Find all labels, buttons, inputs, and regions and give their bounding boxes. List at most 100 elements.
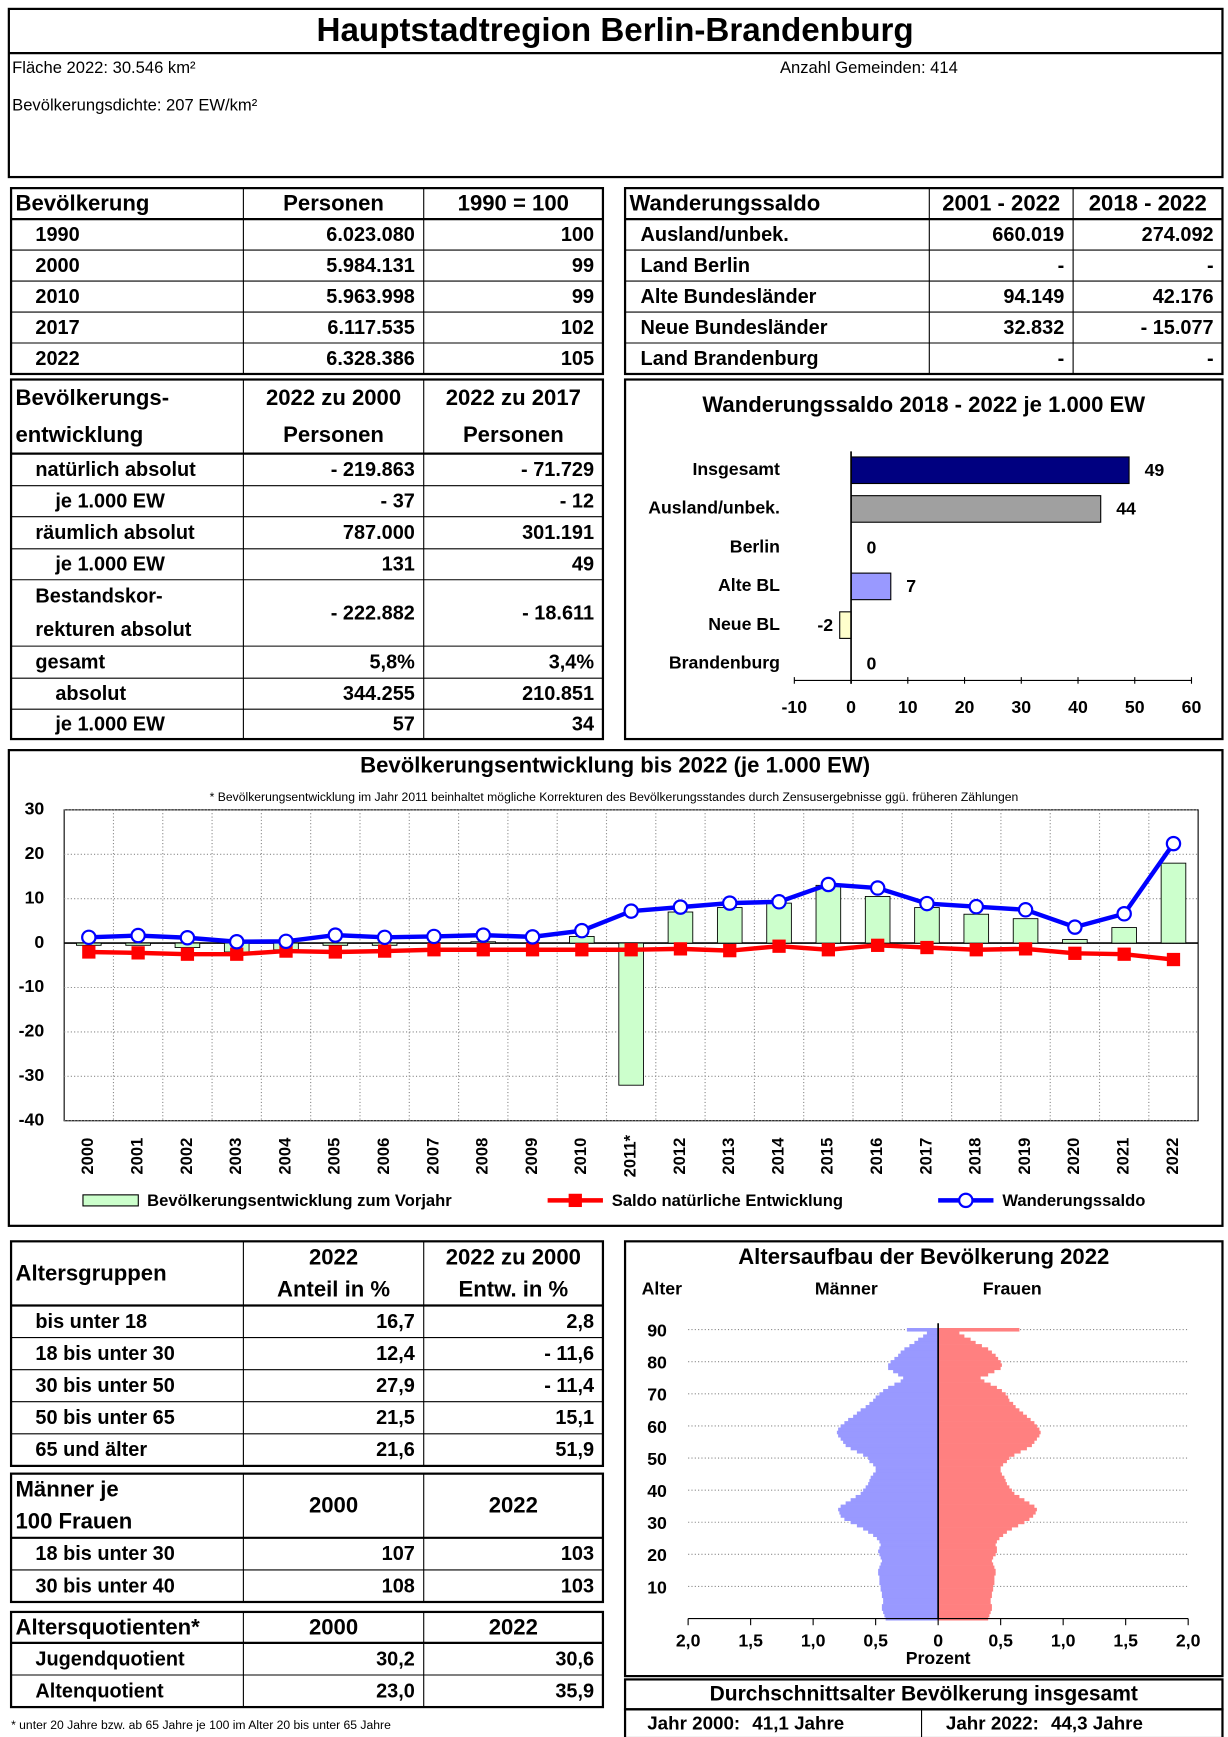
table-row-label: 65 und älter [35,1439,147,1461]
bar [1012,918,1039,944]
table-row-label: Land Brandenburg [641,348,819,370]
table-header-cell: 2022 [489,1614,538,1639]
bar [840,1514,939,1518]
bar [879,1565,939,1570]
bar [880,1562,939,1566]
bar [865,1485,939,1489]
bar [938,1382,991,1387]
table-box [9,378,605,741]
bar [865,1405,939,1409]
bar [878,1549,939,1554]
table-cell: 16,7 [376,1311,415,1333]
bar [938,1376,981,1380]
table-cell: 107 [382,1543,415,1565]
bar [938,1350,992,1355]
marker [81,929,97,946]
bar [938,1369,995,1374]
table-header-cell: 1990 = 100 [458,191,569,216]
bar [883,1597,939,1602]
marker [821,943,835,957]
table-cell: 5.984.131 [326,255,415,277]
bar [906,1328,939,1332]
table-row-label: 2000 [35,255,79,277]
legend-marker [568,1193,582,1208]
x-tick-label: 50 [1125,697,1145,717]
bar [938,1337,971,1342]
bar [869,1401,939,1406]
table-header-cell: 2022 [309,1244,358,1269]
table-cell: 57 [393,713,415,735]
table-cell: 274.092 [1142,224,1214,246]
table-row-label: gesamt [35,652,105,674]
table-header-cell: Männer je [15,1477,118,1502]
table-row-label: Neue Bundesländer [641,317,828,339]
table-cell: 94.149 [1003,286,1064,308]
bar [938,1340,976,1345]
mean-age-cell: 44,3 Jahre [1051,1713,1143,1734]
bar [938,1450,1021,1454]
y-tick-label: -20 [19,1021,45,1041]
y-tick-label: 30 [25,799,45,819]
x-tick-label: 1,5 [738,1630,763,1650]
table-row-label: 18 bis unter 30 [35,1543,174,1565]
marker [180,947,195,961]
chart-box [623,1240,1224,1678]
table-cell: - [1058,348,1065,370]
table-header-cell: Altersgruppen [15,1260,166,1285]
bar [868,1530,939,1534]
table-row-label: rekturen absolut [35,619,191,641]
municipalities: Anzahl Gemeinden: 414 [780,58,958,77]
bar [938,1565,995,1570]
y-tick-label: 50 [647,1449,667,1469]
bar [938,1414,1027,1419]
x-tick-label: 60 [1182,697,1202,717]
x-tick-label: 2004 [275,1137,294,1175]
x-tick-label: 10 [898,697,918,717]
bar [881,1559,939,1563]
bar [938,1462,1004,1467]
bar [840,1437,939,1441]
bar [938,1401,1014,1406]
table-header-cell: Altersquotienten* [15,1614,200,1639]
bar [938,1568,996,1573]
table-cell: 103 [561,1543,594,1565]
bar [938,1427,1040,1432]
bar [938,1472,1002,1477]
bar [938,1331,960,1335]
line [88,842,1176,944]
table-row-label: je 1.000 EW [54,713,165,735]
bar [918,1337,939,1342]
legend-label: Bevölkerungsentwicklung zum Vorjahr [147,1191,452,1210]
table-cell: - 219.863 [331,459,415,481]
x-tick-label: 0 [933,1630,943,1650]
x-tick-label: 2001 [127,1138,146,1175]
chart-box [623,378,1224,741]
y-tick-label: 70 [647,1385,667,1405]
bar [855,1494,939,1499]
bar [879,1392,939,1396]
header-box [7,7,1224,179]
bar [836,1430,939,1435]
table-row-label: natürlich absolut [35,459,196,481]
bar [938,1453,1015,1457]
marker [871,938,885,952]
bar [838,1427,939,1432]
x-tick-label: 0,5 [863,1630,888,1650]
x-tick-label: 2012 [670,1138,689,1175]
table-box [9,1240,605,1468]
density: Bevölkerungsdichte: 207 EW/km² [12,96,258,115]
bar [938,1607,992,1611]
bar [938,1478,1006,1483]
series-label: Frauen [983,1279,1042,1299]
marker [623,903,639,919]
marker [524,929,541,945]
x-tick-label: 2015 [818,1138,837,1175]
marker [969,943,983,957]
bar [938,1334,965,1338]
marker [772,939,786,953]
bar [863,1488,939,1493]
table-row-label: Alte Bundesländer [641,286,817,308]
table-cell: 5,8% [369,652,415,674]
table-cell: - 15.077 [1141,317,1214,339]
